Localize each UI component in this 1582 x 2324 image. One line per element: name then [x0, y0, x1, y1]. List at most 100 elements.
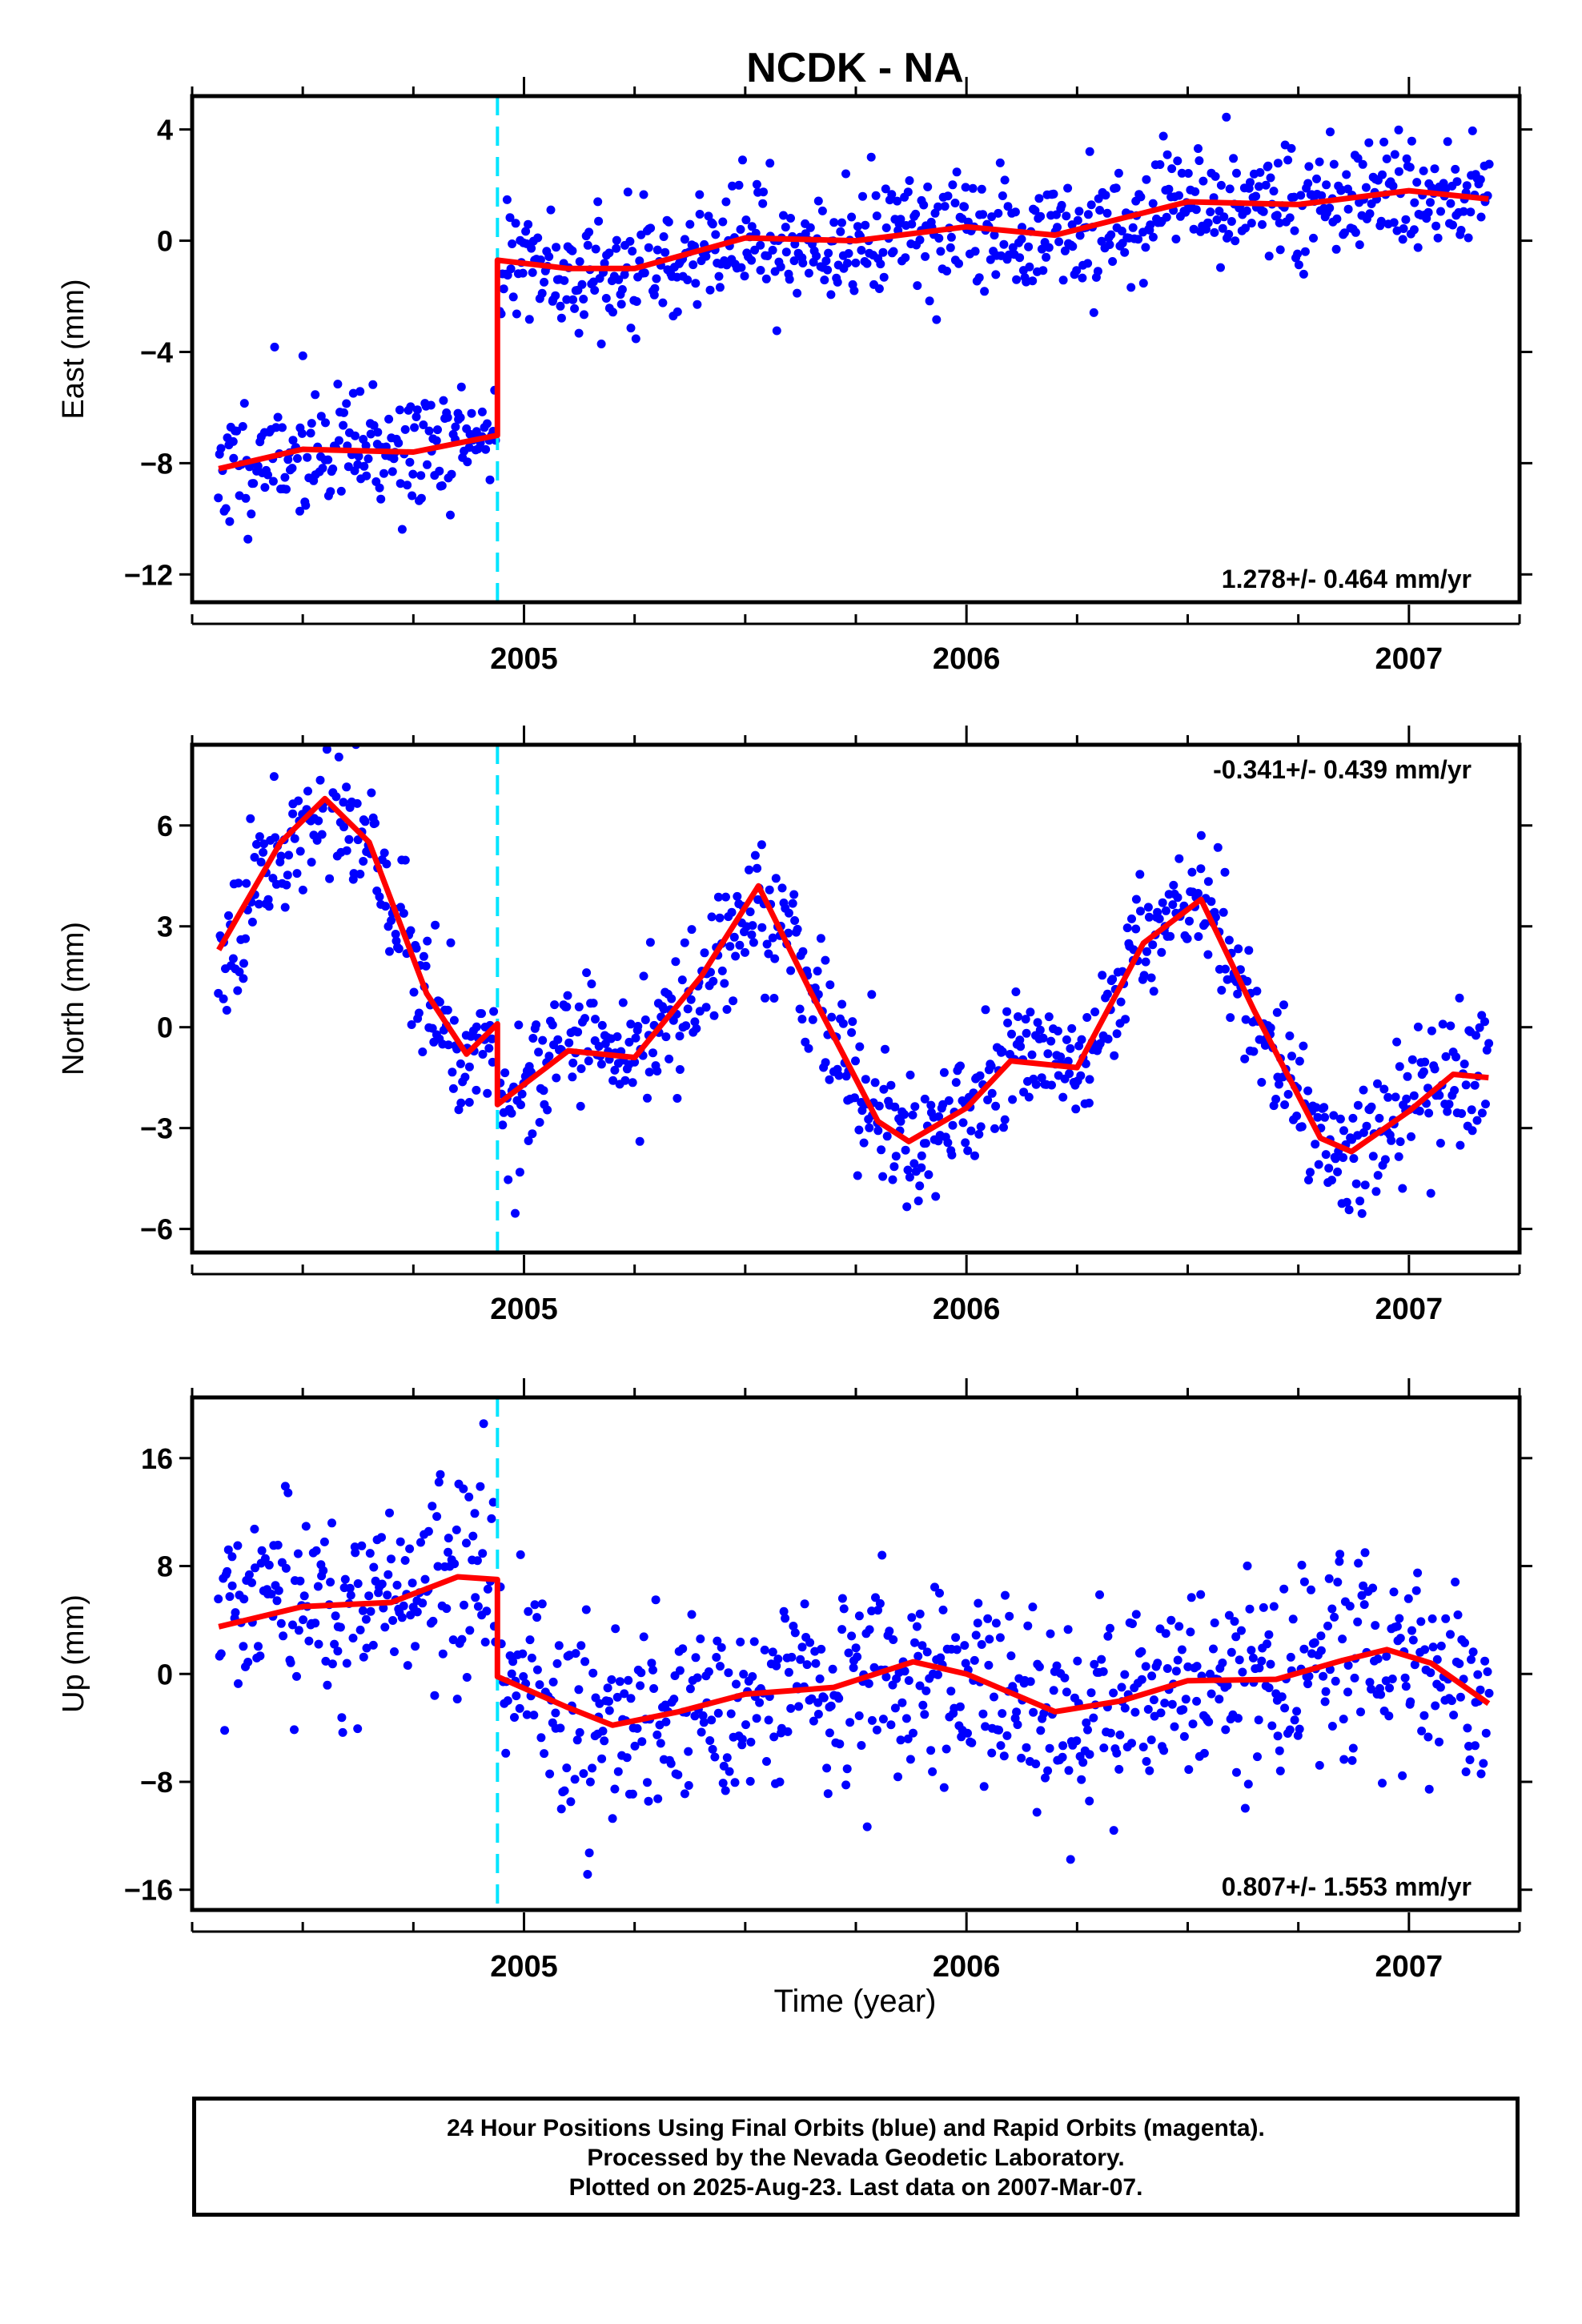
data-point	[910, 1638, 919, 1647]
data-point	[1408, 1635, 1418, 1645]
data-point	[272, 1596, 282, 1606]
data-point	[1371, 1187, 1381, 1196]
data-point	[903, 187, 913, 197]
data-point	[1481, 1728, 1491, 1738]
data-point	[917, 1641, 927, 1651]
data-point	[691, 279, 701, 288]
data-point	[955, 1702, 965, 1711]
data-point	[669, 1695, 679, 1704]
data-point	[747, 930, 757, 939]
data-point	[396, 479, 405, 489]
data-point	[947, 1150, 957, 1160]
data-point	[872, 211, 881, 221]
data-point	[328, 464, 338, 473]
data-point	[789, 1622, 798, 1630]
data-point	[394, 438, 404, 448]
data-point	[216, 1649, 226, 1659]
data-point	[847, 212, 857, 222]
data-point	[934, 234, 944, 243]
data-point	[740, 271, 749, 281]
data-point	[570, 304, 580, 313]
data-point	[1420, 1057, 1430, 1067]
data-point	[1203, 877, 1213, 887]
data-point	[748, 921, 757, 931]
data-point	[377, 1579, 387, 1589]
data-point	[279, 1631, 288, 1641]
data-point	[353, 1579, 363, 1588]
data-point	[1319, 1671, 1328, 1681]
data-point	[293, 454, 302, 463]
data-point	[1468, 126, 1477, 135]
data-point	[1477, 1108, 1487, 1118]
data-point	[1430, 1064, 1439, 1074]
data-point	[985, 1634, 994, 1644]
data-point	[1167, 1699, 1177, 1709]
data-point	[639, 190, 648, 199]
data-point	[757, 840, 766, 850]
data-point	[406, 926, 416, 935]
data-point	[252, 839, 261, 849]
data-point	[1170, 1722, 1179, 1731]
data-point	[1021, 1015, 1030, 1024]
data-point	[1207, 897, 1216, 907]
data-point	[423, 936, 432, 946]
data-point	[675, 1031, 685, 1041]
data-point	[1086, 1688, 1096, 1698]
data-point	[618, 998, 628, 1007]
data-point	[1283, 155, 1293, 165]
data-point	[293, 1549, 303, 1558]
data-point	[579, 1769, 588, 1779]
data-point	[1078, 273, 1087, 283]
data-point	[931, 1192, 941, 1201]
data-point	[903, 1165, 913, 1175]
data-point	[1376, 216, 1386, 226]
data-point	[1247, 219, 1256, 228]
data-point	[403, 480, 412, 490]
data-point	[364, 1591, 374, 1601]
data-point	[456, 1059, 465, 1068]
data-point	[848, 1017, 857, 1027]
data-point	[1424, 1108, 1434, 1118]
data-point	[1226, 1013, 1235, 1023]
data-point	[452, 1525, 461, 1534]
data-point	[1443, 1107, 1452, 1116]
data-point	[1324, 1574, 1334, 1583]
data-point	[737, 1735, 747, 1744]
data-point	[1255, 1663, 1264, 1673]
panel-1-x-tick-label: 2005	[490, 642, 558, 676]
data-point	[1022, 1743, 1031, 1752]
data-point	[861, 220, 870, 230]
data-point	[1272, 1007, 1282, 1017]
data-point	[905, 1755, 915, 1764]
data-point	[439, 396, 448, 405]
data-point	[1326, 127, 1335, 137]
data-point	[903, 1734, 913, 1743]
data-point	[472, 1022, 481, 1031]
panel-3-x-tick-label: 2007	[1375, 1950, 1443, 1984]
data-point	[902, 1202, 912, 1212]
data-point	[812, 251, 821, 261]
data-point	[254, 1642, 263, 1651]
data-point	[987, 212, 997, 222]
data-point	[506, 264, 516, 274]
data-point	[1174, 1622, 1184, 1631]
data-point	[857, 1741, 866, 1750]
data-point	[260, 483, 270, 493]
data-point	[1428, 1642, 1438, 1652]
data-point	[1161, 906, 1170, 915]
data-point	[1240, 1803, 1250, 1813]
data-point	[335, 1622, 345, 1632]
data-point	[1078, 1758, 1088, 1767]
data-point	[1215, 1695, 1224, 1704]
data-point	[515, 1703, 524, 1713]
data-point	[508, 1657, 518, 1667]
data-point	[896, 1116, 905, 1126]
data-point	[1114, 168, 1123, 178]
data-point	[1057, 200, 1066, 210]
data-point	[444, 1040, 453, 1050]
data-point	[946, 1687, 956, 1696]
data-point	[1217, 986, 1227, 995]
data-point	[532, 1665, 542, 1675]
data-point	[1303, 1086, 1313, 1096]
data-point	[924, 1170, 934, 1180]
